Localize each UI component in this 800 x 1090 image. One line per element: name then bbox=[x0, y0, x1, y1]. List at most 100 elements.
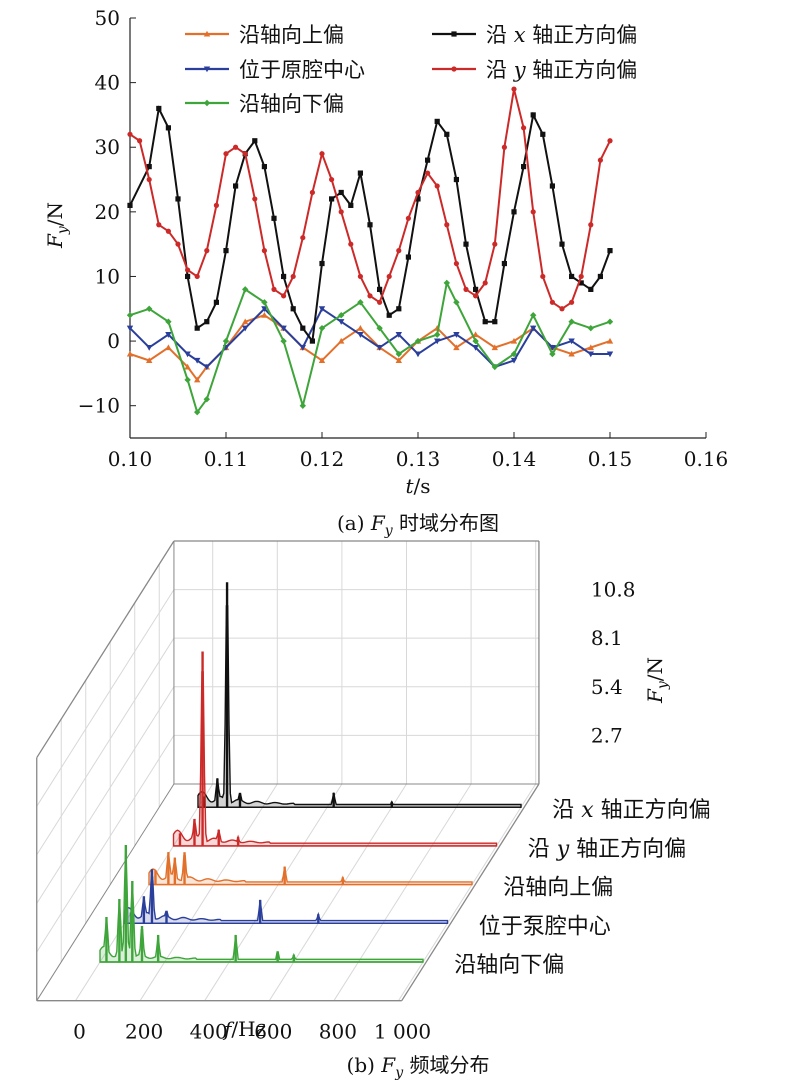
data-point bbox=[242, 286, 249, 293]
legend-label-text: 沿轴向下偏 bbox=[239, 92, 344, 116]
side-wall-grid-line bbox=[36, 735, 175, 953]
data-point bbox=[300, 235, 306, 241]
time-domain-axes: 0.10 0.11 0.12 0.13 0.14 0.15 0.16 −10 0 10 20 30 40… bbox=[78, 6, 728, 471]
data-point bbox=[377, 299, 383, 305]
legend-label: 沿 y 轴正方向偏 bbox=[486, 58, 637, 82]
y-axis-label: Fy/N bbox=[43, 202, 71, 249]
legend-label-tail: 轴正方向偏 bbox=[526, 58, 638, 82]
box-edge bbox=[36, 783, 175, 1001]
data-point bbox=[510, 350, 518, 358]
floor-grid-line bbox=[268, 783, 407, 1001]
data-point bbox=[549, 344, 556, 351]
data-point bbox=[463, 241, 469, 247]
series-line bbox=[129, 279, 611, 415]
data-point bbox=[434, 183, 440, 189]
waterfall-box bbox=[36, 540, 540, 1002]
frequency-tick-label: 400 bbox=[190, 1020, 228, 1044]
floor-grid-line bbox=[398, 783, 537, 1001]
spectrum-label: 沿 x 轴正方向偏 bbox=[552, 798, 710, 823]
data-point bbox=[165, 228, 171, 234]
x-tick-label: 0.10 bbox=[108, 447, 153, 471]
data-point bbox=[549, 183, 555, 189]
box-edge bbox=[36, 540, 175, 759]
data-point bbox=[414, 337, 422, 345]
legend-label-text: 沿轴向上偏 bbox=[239, 23, 344, 47]
spectrum-label-var: x bbox=[581, 798, 594, 823]
data-point bbox=[338, 189, 344, 196]
data-point bbox=[194, 325, 200, 331]
spectrum-label: 沿轴向下偏 bbox=[454, 953, 564, 978]
spectrum-group: 沿 x 轴正方向偏 bbox=[197, 582, 711, 823]
data-point bbox=[242, 325, 249, 332]
data-point bbox=[376, 324, 383, 332]
spectrum-label-tail: 轴正方向偏 bbox=[569, 837, 686, 862]
y-tick-label: −10 bbox=[78, 394, 120, 418]
frequency-axis-label: f/Hz bbox=[222, 1017, 266, 1041]
floor-grid-line bbox=[333, 783, 472, 1001]
data-point bbox=[165, 125, 171, 131]
spectrum-group: 沿 y 轴正方向偏 bbox=[172, 651, 686, 862]
data-point bbox=[530, 325, 537, 332]
spectrum-label-text: 沿 bbox=[552, 798, 581, 823]
data-point bbox=[606, 337, 614, 344]
data-point bbox=[414, 351, 422, 358]
series-line bbox=[129, 105, 611, 344]
data-point bbox=[261, 299, 268, 306]
spectrum-label-text: 位于泵腔中心 bbox=[479, 914, 611, 939]
series-line bbox=[129, 88, 611, 311]
spectrum-group: 位于泵腔中心 bbox=[123, 869, 611, 939]
data-point bbox=[252, 138, 258, 144]
spectrum-label-tail: 轴正方向偏 bbox=[594, 798, 711, 823]
data-point bbox=[521, 125, 527, 131]
data-point bbox=[338, 319, 345, 325]
data-point bbox=[213, 299, 219, 305]
data-point bbox=[405, 254, 411, 260]
data-point bbox=[281, 273, 287, 280]
data-point bbox=[434, 331, 441, 338]
data-point bbox=[501, 260, 507, 267]
data-point bbox=[146, 164, 152, 170]
data-point bbox=[597, 157, 604, 163]
spectrum-label-text: 沿 bbox=[528, 837, 557, 862]
data-point bbox=[587, 324, 594, 332]
spectrum-group: 沿轴向上偏 bbox=[148, 852, 613, 901]
data-point bbox=[492, 319, 498, 325]
force-tick-label: 8.1 bbox=[591, 626, 623, 650]
legend-label-text: 沿 bbox=[486, 23, 514, 47]
data-point bbox=[453, 299, 460, 306]
data-point bbox=[204, 248, 210, 254]
frequency-tick-label: 1 000 bbox=[374, 1020, 431, 1044]
data-point bbox=[568, 350, 575, 357]
force-tick-label: 10.8 bbox=[591, 578, 636, 602]
series-group bbox=[126, 279, 614, 416]
y-tick-label: 10 bbox=[95, 264, 120, 288]
data-point bbox=[261, 164, 267, 170]
data-point bbox=[281, 293, 287, 299]
data-point bbox=[607, 138, 613, 144]
data-point bbox=[204, 319, 210, 325]
data-point bbox=[213, 202, 219, 208]
data-point bbox=[578, 273, 584, 280]
data-point bbox=[549, 350, 556, 358]
data-point bbox=[357, 332, 364, 338]
legend-label: 沿轴向上偏 bbox=[239, 23, 344, 47]
data-point bbox=[165, 318, 172, 325]
data-point bbox=[290, 273, 296, 280]
spectrum-label-text: 沿轴向上偏 bbox=[503, 876, 613, 901]
data-point bbox=[223, 248, 229, 254]
data-point bbox=[530, 112, 536, 118]
data-point bbox=[395, 357, 402, 364]
data-point bbox=[194, 357, 201, 364]
legend-swatch-marker bbox=[203, 99, 211, 107]
data-point bbox=[444, 222, 450, 228]
data-point bbox=[588, 222, 594, 228]
data-point bbox=[252, 196, 258, 202]
spectrum-label: 沿轴向上偏 bbox=[503, 876, 613, 901]
data-point bbox=[492, 241, 498, 247]
frequency-tick-label: 600 bbox=[254, 1020, 292, 1044]
legend-label-var: x bbox=[514, 23, 526, 47]
data-point bbox=[348, 241, 354, 247]
